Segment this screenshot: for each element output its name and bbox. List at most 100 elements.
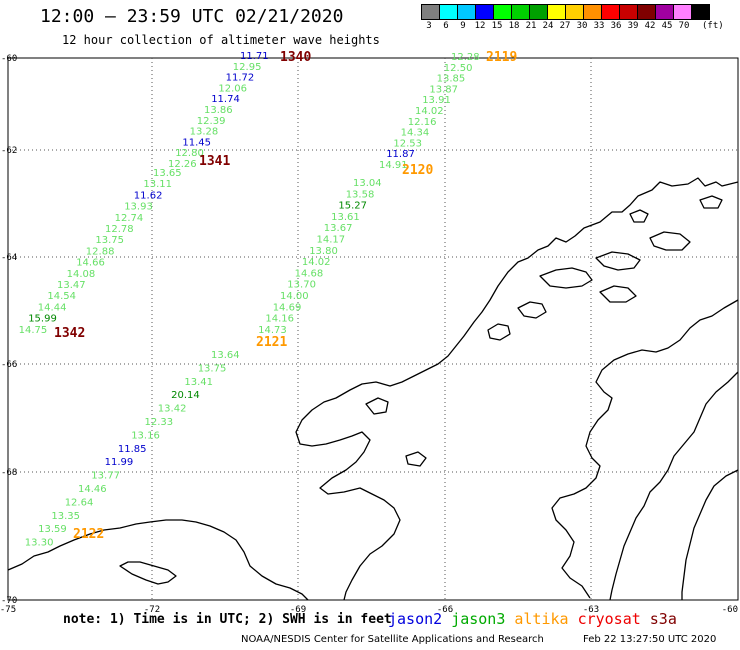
swh-observation: 13.11 — [143, 179, 172, 190]
swh-observation: 13.91 — [422, 95, 451, 106]
swh-observation: 14.02 — [302, 257, 331, 268]
track-pass: 11.7112.9511.7212.0611.7413.8612.3913.28… — [168, 50, 311, 170]
legend-swatch — [691, 4, 710, 20]
track-pass: 13.64 13.75 13.41 20.14 13.42 12.33 13.16 11.85… — [25, 335, 288, 549]
swh-observation: 11.85 — [118, 444, 147, 455]
swh-observation: 13.64 — [211, 350, 240, 361]
pass-time-tag: 1340 — [280, 50, 311, 65]
legend-swatch-label: 24 — [542, 21, 554, 31]
coastline-inlet — [119, 561, 177, 585]
pass-time-tag: 2119 — [486, 50, 517, 65]
legend-swatch — [583, 4, 602, 20]
legend-swatch-label: 6 — [443, 21, 449, 31]
island-j — [699, 195, 723, 209]
legend-swatch-label: 12 — [474, 21, 486, 31]
swh-observation: 13.28 — [190, 127, 219, 138]
island-i — [629, 209, 649, 223]
swh-observation: 13.30 — [25, 538, 54, 549]
pass-time-tag: 2122 — [73, 527, 104, 542]
legend-unit-label: (ft) — [702, 21, 724, 31]
swh-observation: 13.77 — [91, 471, 120, 482]
legend-swatch-label: 15 — [491, 21, 503, 31]
legend-swatch-label: 21 — [525, 21, 537, 31]
longitude-tick-label: -72 — [144, 605, 160, 615]
swh-observation: 14.66 — [76, 258, 105, 269]
island-d — [599, 285, 637, 303]
swh-observation: 13.93 — [124, 202, 153, 213]
longitude-labels: -75 -72 -69 -66 -63 -60 — [0, 605, 738, 615]
legend-swatch — [457, 4, 476, 20]
swh-observation: 15.99 — [28, 314, 57, 325]
swh-observation: 12.95 — [233, 62, 262, 73]
latitude-tick-label: -68 — [1, 468, 17, 478]
swh-observation: 12.26 — [168, 159, 197, 170]
map-frame — [7, 57, 739, 601]
swh-observation: 15.27 — [338, 201, 367, 212]
swh-observation: 14.68 — [295, 268, 324, 279]
legend-swatch-label: 33 — [593, 21, 605, 31]
coastline — [7, 177, 739, 601]
swh-observation: 13.41 — [184, 377, 213, 388]
coastline-east-a — [551, 299, 739, 599]
swh-observation: 13.70 — [287, 280, 316, 291]
satellite-name: jason3 — [451, 610, 506, 628]
swh-observation: 11.74 — [211, 94, 240, 105]
swh-observation: 14.91 — [379, 160, 408, 171]
island-a — [539, 267, 593, 289]
island-g — [365, 397, 389, 415]
legend-swatch — [529, 4, 548, 20]
legend-swatch-label: 45 — [661, 21, 673, 31]
swh-observation: 11.45 — [182, 137, 211, 148]
legend-swatch — [421, 4, 440, 20]
swh-observation: 12.64 — [65, 497, 94, 508]
longitude-tick-label: -60 — [722, 605, 738, 615]
legend-swatch — [439, 4, 458, 20]
legend-swatch-label: 18 — [508, 21, 520, 31]
swh-observation: 11.71 — [240, 51, 269, 62]
coastline-southwest — [7, 519, 309, 601]
swh-observation: 13.80 — [309, 246, 338, 257]
latitude-tick-label: -70 — [1, 596, 17, 606]
legend-swatch-label: 70 — [678, 21, 690, 31]
pass-time-tag: 1341 — [199, 154, 230, 169]
swh-observation: 11.72 — [226, 73, 255, 84]
latitude-tick-label: -60 — [1, 54, 17, 64]
swh-observation: 13.58 — [346, 189, 375, 200]
satellite-name: s3a — [649, 610, 677, 628]
swh-observation: 12.78 — [105, 224, 134, 235]
legend-swatch — [673, 4, 692, 20]
swh-observation: 12.39 — [197, 116, 226, 127]
pass-time-tag: 1342 — [54, 326, 85, 341]
swh-observation: 11.62 — [134, 190, 163, 201]
swh-observation: 13.86 — [204, 105, 233, 116]
swh-observation: 12.06 — [218, 83, 247, 94]
legend-swatch-label: 39 — [627, 21, 639, 31]
satellite-name: cryosat — [577, 610, 641, 628]
legend-swatch — [475, 4, 494, 20]
island-h — [405, 451, 427, 467]
legend-swatch — [565, 4, 584, 20]
swh-observation: 13.35 — [51, 511, 80, 522]
island-e — [517, 301, 547, 319]
swh-observation: 14.34 — [401, 128, 430, 139]
swh-color-legend — [421, 4, 710, 20]
swh-observation: 13.04 — [353, 178, 382, 189]
legend-swatch-label: 27 — [559, 21, 571, 31]
latitude-labels: -60 -62 -64 -66 -68 -70 — [1, 54, 17, 606]
chart-title: 12:00 – 23:59 UTC 02/21/2020 — [40, 6, 344, 27]
swh-observation: 12.88 — [86, 246, 115, 257]
swh-observation: 13.16 — [131, 430, 160, 441]
swh-observation: 14.73 — [258, 325, 287, 336]
swh-observation: 13.85 — [437, 74, 466, 85]
swh-observation: 12.53 — [393, 138, 422, 149]
longitude-tick-label: -63 — [583, 605, 599, 615]
satellite-name: altika — [514, 610, 569, 628]
legend-swatch-label: 9 — [460, 21, 466, 31]
pass-time-tag: 2121 — [256, 335, 287, 350]
satellite-name: jason2 — [388, 610, 443, 628]
swh-observation: 11.99 — [105, 457, 134, 468]
swh-observation: 14.00 — [280, 291, 309, 302]
swh-observation: 13.87 — [429, 84, 458, 95]
